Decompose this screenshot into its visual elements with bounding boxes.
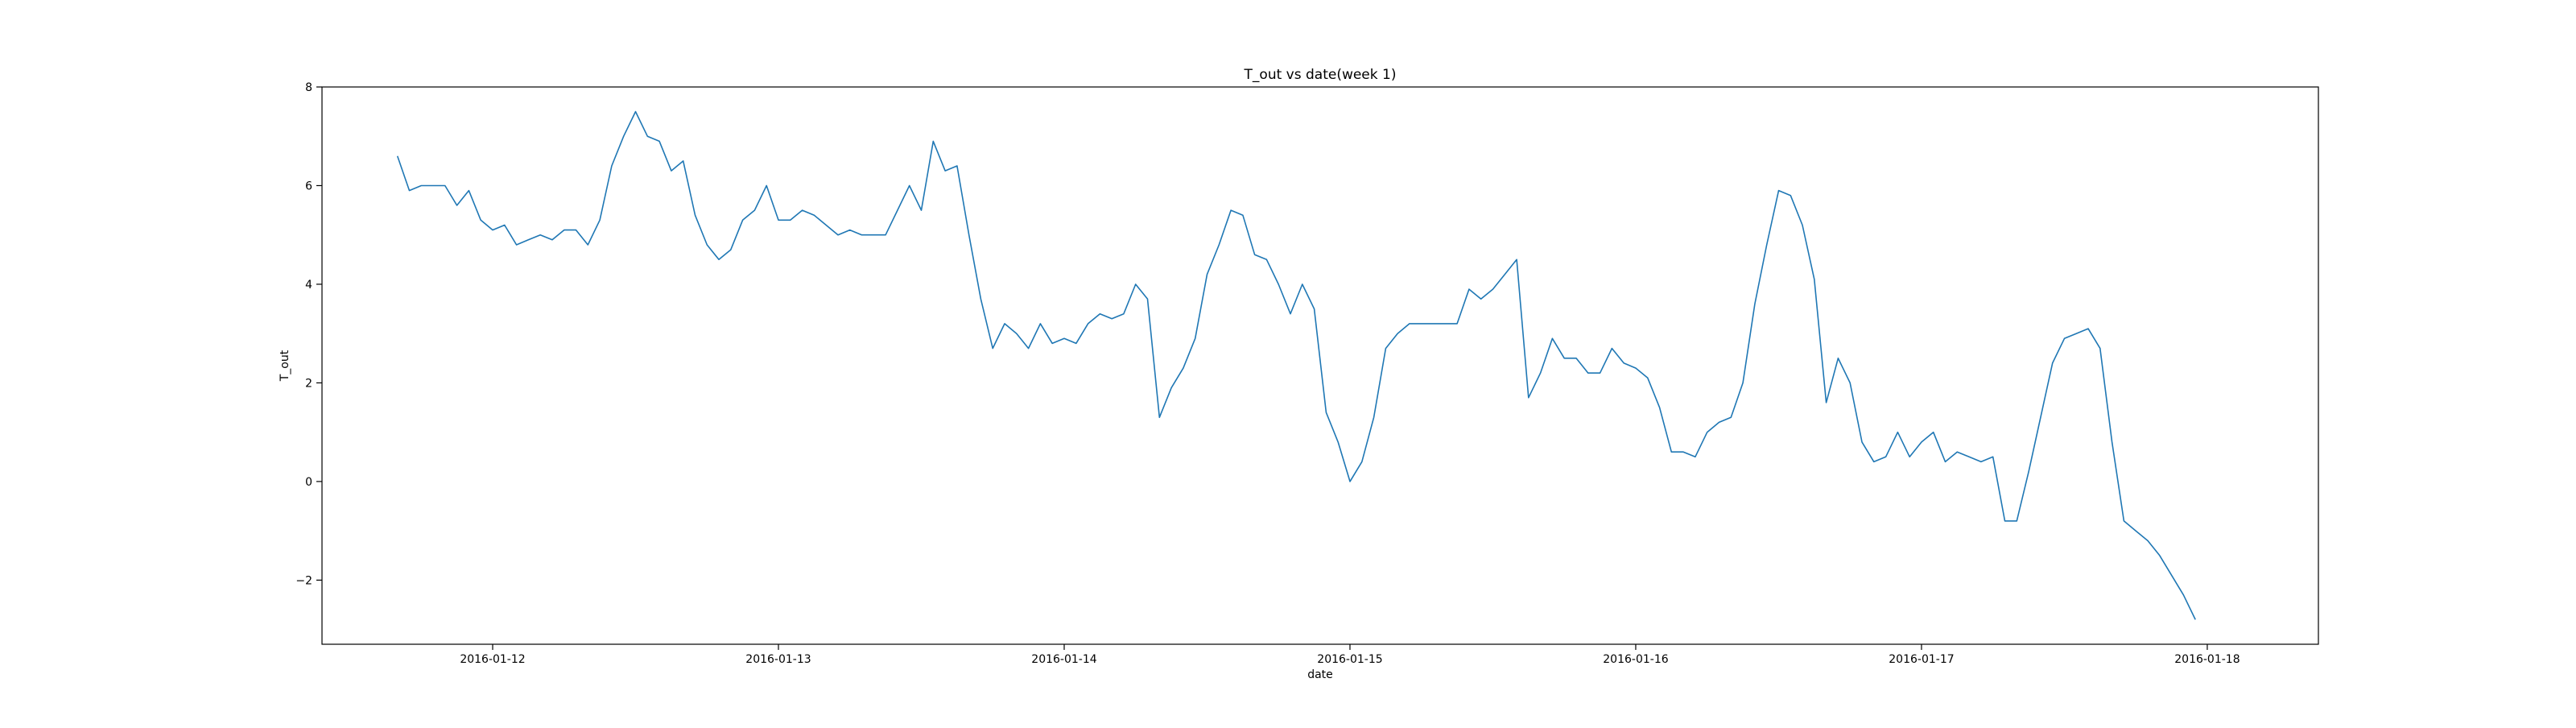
y-tick-label: 6 [305, 180, 312, 192]
x-tick-label: 2016-01-12 [460, 653, 525, 666]
y-tick-label: 8 [305, 81, 312, 94]
x-tick-label: 2016-01-13 [745, 653, 811, 666]
y-tick-label: 4 [305, 279, 312, 292]
x-tick-label: 2016-01-15 [1317, 653, 1382, 666]
y-tick-label: −2 [295, 574, 312, 587]
series-layer [396, 110, 2196, 620]
y-axis-title: T_out [279, 350, 291, 382]
y-tick-label: 0 [305, 476, 312, 489]
chart-title: T_out vs date(week 1) [1244, 67, 1397, 83]
x-tick-label: 2016-01-14 [1031, 653, 1096, 666]
y-axis: −2 0 2 4 6 8 [295, 81, 322, 587]
y-tick-label: 2 [305, 377, 312, 390]
plot-frame [321, 86, 2319, 645]
x-axis: 2016-01-12 2016-01-13 2016-01-14 2016-01-15… [460, 644, 2240, 666]
x-tick-label: 2016-01-18 [2174, 653, 2240, 666]
x-tick-label: 2016-01-17 [1889, 653, 1954, 666]
series-line [396, 110, 2196, 620]
x-tick-label: 2016-01-16 [1603, 653, 1668, 666]
x-axis-title: date [1307, 668, 1333, 681]
